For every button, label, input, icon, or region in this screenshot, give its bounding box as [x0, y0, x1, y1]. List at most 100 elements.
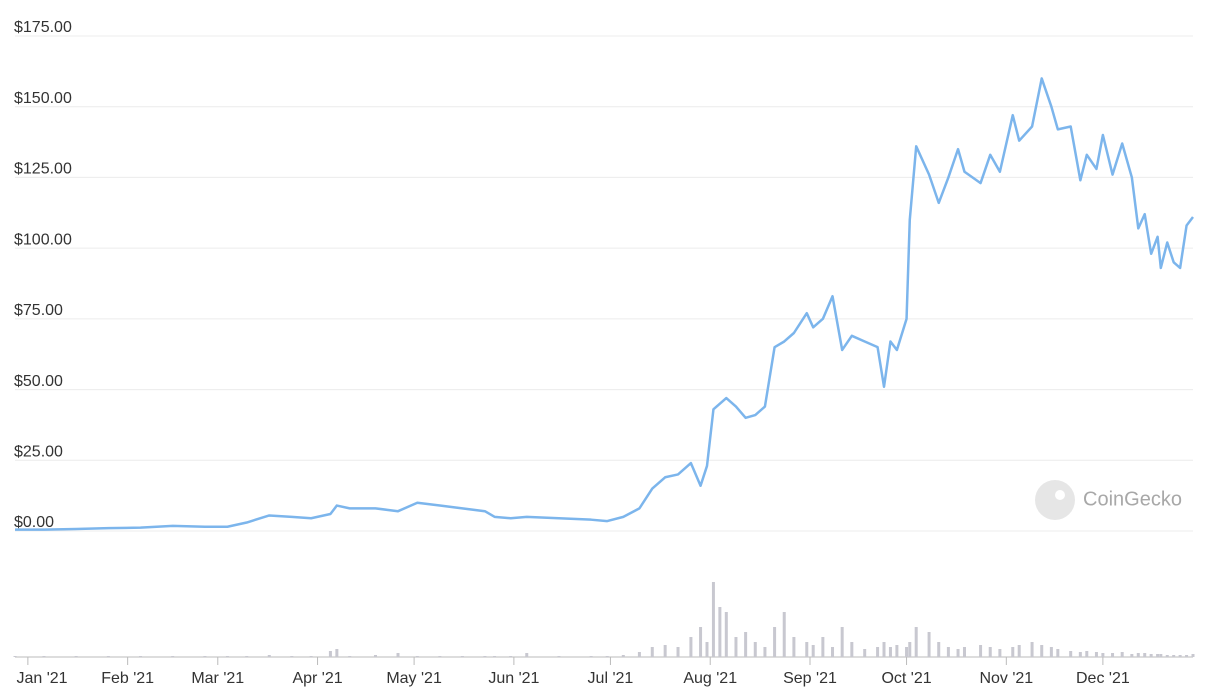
- volume-bar: [348, 656, 352, 657]
- volume-bar: [460, 656, 464, 657]
- volume-bar: [290, 656, 294, 657]
- x-tick-label: Feb '21: [101, 670, 154, 687]
- volume-bar: [1040, 645, 1044, 657]
- volume-bar: [203, 656, 207, 657]
- volume-bar: [763, 647, 767, 657]
- volume-bar: [1120, 652, 1124, 657]
- volume-bar: [1030, 642, 1034, 657]
- volume-bar: [718, 607, 722, 657]
- volume-bar: [621, 655, 625, 657]
- y-tick-label: $175.00: [14, 19, 72, 36]
- volume-bar: [1069, 651, 1073, 657]
- volume-bar: [831, 647, 835, 657]
- watermark-text: CoinGecko: [1083, 488, 1182, 510]
- volume-bar: [689, 637, 693, 657]
- volume-bar: [1185, 655, 1189, 657]
- volume-bar: [267, 655, 271, 657]
- volume-bar: [1156, 654, 1160, 657]
- volume-bar: [782, 612, 786, 657]
- volume-bar: [438, 656, 442, 657]
- volume-bar: [773, 627, 777, 657]
- volume-bar: [908, 642, 912, 657]
- plot: $0.00 $25.00 $50.00 $75.00 $100.00 $125.00 $15…: [13, 19, 1195, 687]
- volume-bar: [699, 627, 703, 657]
- volume-bar: [946, 647, 950, 657]
- volume-bar: [1149, 654, 1153, 657]
- x-tick-label: Jul '21: [588, 670, 634, 687]
- volume-bar: [525, 653, 529, 657]
- volume-bar: [373, 655, 377, 657]
- volume-bar: [13, 656, 17, 657]
- volume-bar: [1111, 653, 1115, 657]
- x-tick-label: Aug '21: [683, 670, 737, 687]
- y-tick-label: $75.00: [14, 302, 63, 319]
- volume-bar: [888, 647, 892, 657]
- volume-bar: [415, 656, 419, 657]
- volume-bar: [557, 656, 561, 657]
- volume-bar: [805, 642, 809, 657]
- watermark-logo-eye: [1055, 490, 1065, 500]
- volume-bar: [74, 656, 78, 657]
- volume-bar: [705, 642, 709, 657]
- volume-bar: [811, 645, 815, 657]
- volume-bar: [927, 632, 931, 657]
- volume-bar: [914, 627, 918, 657]
- y-tick-label: $100.00: [14, 231, 72, 248]
- volume-bar: [1011, 647, 1015, 657]
- volume-bar: [744, 632, 748, 657]
- volume-bar: [396, 653, 400, 657]
- x-tick-label: Sep '21: [783, 670, 837, 687]
- volume-bar: [139, 656, 143, 657]
- volume-bar: [1191, 654, 1195, 657]
- volume-bar: [1101, 653, 1105, 657]
- volume-bar: [863, 649, 867, 657]
- volume-bar: [650, 647, 654, 657]
- volume-bar: [663, 645, 667, 657]
- volume-bar: [1136, 653, 1140, 657]
- volume-bar: [483, 656, 487, 657]
- volume-bar: [850, 642, 854, 657]
- watermark: CoinGecko: [1035, 480, 1182, 520]
- x-tick-label: Nov '21: [979, 670, 1033, 687]
- volume-bar: [335, 649, 339, 657]
- watermark-logo: [1035, 480, 1075, 520]
- volume-bar: [734, 637, 738, 657]
- volume-bar: [106, 656, 110, 657]
- volume-bar: [1049, 647, 1053, 657]
- volume-bar: [309, 656, 313, 657]
- volume-bar: [1172, 655, 1176, 657]
- volume-bar: [882, 642, 886, 657]
- volume-bar: [962, 647, 966, 657]
- volume-bar: [42, 656, 46, 657]
- volume-bar: [637, 652, 641, 657]
- y-tick-label: $125.00: [14, 161, 72, 178]
- price-line: [15, 77, 1194, 531]
- volume-bar: [1017, 645, 1021, 657]
- volume-bar: [1078, 652, 1082, 657]
- y-tick-label: $50.00: [14, 373, 63, 390]
- volume-bar: [225, 656, 229, 657]
- volume-bar: [905, 647, 909, 657]
- volume-bar: [328, 651, 332, 657]
- volume-bar: [821, 637, 825, 657]
- x-tick-label: Apr '21: [292, 670, 342, 687]
- volume-bar: [171, 656, 175, 657]
- x-tick-label: Dec '21: [1076, 670, 1130, 687]
- volume-bar: [493, 656, 497, 657]
- volume-bar: [605, 656, 609, 657]
- y-tick-label: $25.00: [14, 444, 63, 461]
- volume-bar: [753, 642, 757, 657]
- volume-bar: [676, 647, 680, 657]
- volume-bar: [895, 645, 899, 657]
- volume-bar: [937, 642, 941, 657]
- x-tick-label: May '21: [386, 670, 442, 687]
- volume-bar: [840, 627, 844, 657]
- volume-bar: [792, 637, 796, 657]
- x-tick-label: Oct '21: [881, 670, 931, 687]
- volume-bar: [1178, 655, 1182, 657]
- volume-bar: [1159, 654, 1163, 657]
- x-tick-label: Jan '21: [16, 670, 67, 687]
- volume-bar: [509, 656, 513, 657]
- volume-bar: [589, 656, 593, 657]
